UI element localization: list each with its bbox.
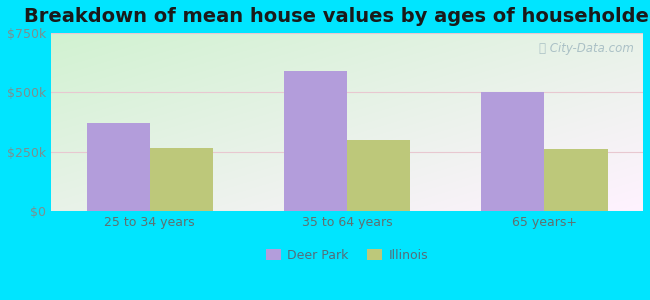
Bar (284, 71, 347, 211)
Bar (481, 92, 545, 211)
Bar (347, 140, 410, 211)
Legend: Deer Park, Illinois: Deer Park, Illinois (261, 244, 433, 267)
Title: Breakdown of mean house values by ages of householders: Breakdown of mean house values by ages o… (24, 7, 650, 26)
Bar (545, 149, 608, 211)
Text: ⓘ City-Data.com: ⓘ City-Data.com (540, 42, 634, 55)
Bar (150, 148, 213, 211)
Bar (86, 123, 150, 211)
